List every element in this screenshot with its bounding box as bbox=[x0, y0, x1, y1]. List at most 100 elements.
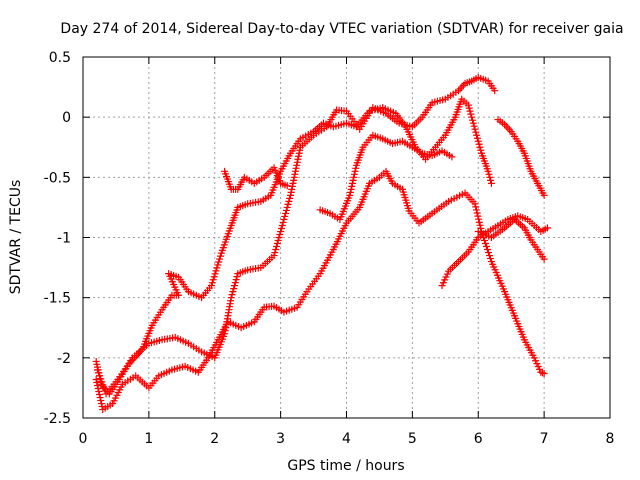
data-point bbox=[481, 237, 489, 245]
data-point bbox=[93, 382, 101, 390]
data-point bbox=[289, 179, 297, 187]
data-series-2 bbox=[92, 167, 548, 414]
data-point bbox=[472, 206, 480, 214]
data-point bbox=[472, 128, 480, 136]
data-point bbox=[291, 167, 299, 175]
data-point bbox=[487, 179, 495, 187]
data-point bbox=[98, 378, 106, 386]
data-point bbox=[504, 124, 512, 132]
data-point bbox=[97, 400, 105, 408]
x-tick-label: 7 bbox=[540, 431, 549, 447]
data-point bbox=[483, 246, 491, 254]
data-point bbox=[475, 215, 483, 223]
data-point bbox=[228, 291, 236, 299]
data-point bbox=[101, 387, 109, 395]
data-point bbox=[216, 255, 224, 263]
data-point bbox=[352, 164, 360, 172]
data-point bbox=[473, 134, 481, 142]
data-point bbox=[271, 249, 279, 257]
data-point bbox=[502, 122, 510, 130]
data-point bbox=[96, 372, 104, 380]
data-point bbox=[291, 170, 299, 178]
data-point bbox=[96, 394, 104, 402]
data-point bbox=[540, 369, 548, 377]
data-point bbox=[473, 209, 481, 217]
data-point bbox=[231, 282, 239, 290]
data-point bbox=[469, 119, 477, 127]
data-point bbox=[273, 243, 281, 251]
data-point bbox=[213, 264, 221, 272]
series-layer bbox=[92, 73, 551, 414]
data-point bbox=[470, 122, 478, 130]
data-point bbox=[99, 381, 107, 389]
data-point bbox=[284, 200, 292, 208]
data-point bbox=[473, 131, 481, 139]
data-point bbox=[294, 155, 302, 163]
data-point bbox=[275, 234, 283, 241]
data-point bbox=[282, 206, 290, 214]
data-point bbox=[97, 375, 105, 383]
data-point bbox=[97, 397, 105, 405]
data-point bbox=[485, 170, 493, 178]
data-point bbox=[272, 246, 280, 254]
data-point bbox=[537, 368, 545, 376]
data-point bbox=[475, 140, 483, 148]
data-point bbox=[476, 221, 484, 229]
data-point bbox=[277, 227, 285, 235]
data-point bbox=[465, 104, 473, 112]
plot-frame bbox=[82, 56, 611, 419]
data-point bbox=[540, 255, 548, 263]
data-point bbox=[286, 194, 294, 202]
data-point bbox=[506, 126, 514, 134]
data-point bbox=[472, 203, 480, 211]
data-point bbox=[290, 176, 298, 184]
data-point bbox=[290, 173, 298, 181]
data-series-5 bbox=[316, 131, 456, 223]
x-axis-label: GPS time / hours bbox=[287, 458, 404, 474]
data-point bbox=[283, 182, 291, 190]
data-point bbox=[95, 369, 103, 377]
data-point bbox=[216, 252, 224, 260]
data-point bbox=[285, 197, 293, 205]
data-point bbox=[287, 191, 295, 199]
data-point bbox=[351, 167, 359, 175]
data-point bbox=[230, 285, 238, 293]
data-point bbox=[538, 369, 546, 377]
x-tick-label: 8 bbox=[606, 431, 615, 447]
data-series-8 bbox=[474, 215, 548, 263]
data-point bbox=[94, 385, 102, 393]
data-point bbox=[227, 294, 235, 302]
data-point bbox=[273, 240, 281, 248]
data-point bbox=[95, 388, 103, 396]
data-point bbox=[346, 191, 354, 199]
data-point bbox=[215, 258, 223, 266]
data-point bbox=[348, 179, 356, 187]
x-tick-label: 2 bbox=[210, 431, 219, 447]
data-point bbox=[296, 146, 304, 154]
data-point bbox=[468, 113, 476, 121]
data-point bbox=[287, 188, 295, 196]
data-point bbox=[209, 276, 217, 284]
data-point bbox=[214, 261, 222, 269]
data-point bbox=[474, 212, 482, 220]
data-point bbox=[282, 209, 290, 217]
data-point bbox=[210, 273, 218, 281]
data-point bbox=[231, 279, 239, 287]
chart-title: Day 274 of 2014, Sidereal Day-to-day VTE… bbox=[60, 21, 623, 37]
data-point bbox=[292, 164, 300, 172]
data-point bbox=[281, 212, 289, 220]
data-point bbox=[467, 110, 475, 118]
y-tick-label: 0.5 bbox=[49, 50, 71, 66]
y-tick-label: -1 bbox=[57, 231, 71, 247]
data-point bbox=[295, 152, 303, 160]
x-tick-label: 6 bbox=[474, 431, 483, 447]
data-point bbox=[348, 182, 356, 190]
data-series-6 bbox=[438, 212, 551, 290]
data-point bbox=[476, 143, 484, 151]
data-point bbox=[276, 230, 284, 238]
data-point bbox=[484, 249, 492, 257]
data-point bbox=[347, 185, 355, 193]
y-tick-label: -1.5 bbox=[44, 291, 71, 307]
